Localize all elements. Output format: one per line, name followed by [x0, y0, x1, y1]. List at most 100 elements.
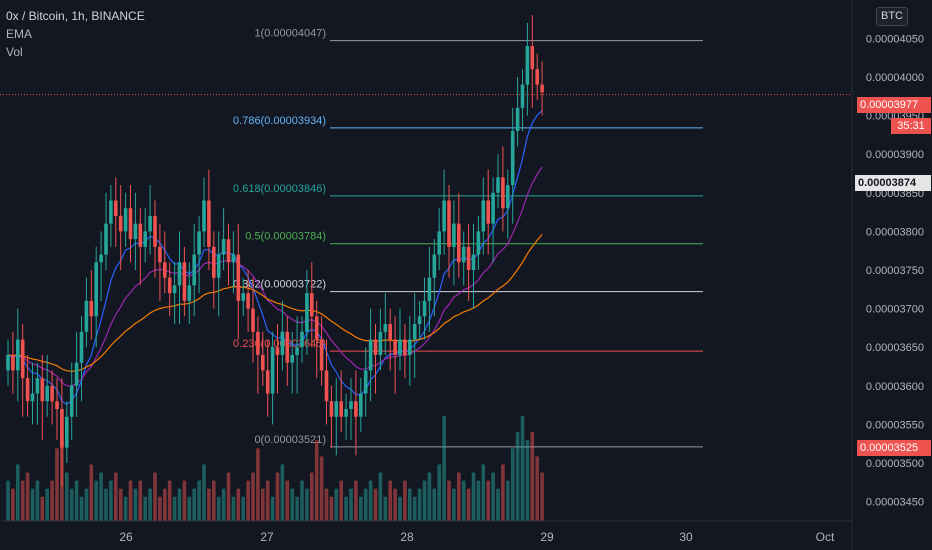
candle-body — [65, 416, 69, 448]
volume-legend[interactable]: Vol — [6, 45, 23, 59]
candles — [6, 15, 544, 487]
candle-body — [363, 370, 368, 394]
volume-bars — [6, 416, 544, 521]
candle-body — [398, 339, 402, 355]
candle-body — [118, 215, 123, 232]
x-tick-label: Oct — [816, 530, 835, 544]
candle-body — [324, 370, 329, 402]
volume-bar — [133, 488, 138, 521]
volume-bar — [437, 464, 441, 521]
volume-bar — [491, 472, 495, 521]
candle-body — [275, 347, 280, 355]
volume-bar — [256, 448, 260, 521]
candle-body — [192, 254, 196, 286]
volume-bar — [6, 480, 10, 521]
candle-body — [35, 378, 40, 394]
volume-bar — [128, 480, 133, 521]
volume-bar — [212, 480, 216, 521]
volume-bar — [334, 488, 339, 521]
volume-bar — [540, 472, 544, 521]
volume-bar — [192, 488, 196, 521]
volume-bar — [79, 496, 84, 521]
volume-bar — [461, 480, 466, 521]
candle-body — [496, 177, 500, 193]
candle-body — [20, 339, 25, 379]
candle-body — [138, 223, 143, 247]
candle-body — [212, 246, 216, 278]
fib-level-label: 1(0.00004047) — [254, 28, 326, 40]
candle-body — [525, 46, 530, 85]
volume-bar — [148, 488, 152, 521]
candle-body — [408, 339, 412, 355]
candle-body — [300, 331, 304, 348]
candle-body — [368, 339, 373, 371]
candle-body — [167, 277, 172, 294]
candle-body — [486, 200, 490, 224]
candle-body — [123, 208, 128, 232]
candle-body — [417, 316, 422, 325]
candle-body — [515, 107, 520, 131]
candle-body — [329, 401, 334, 417]
candle-body — [45, 385, 49, 402]
candle-body — [334, 401, 339, 417]
candle-body — [466, 246, 471, 270]
candle-body — [236, 254, 241, 301]
volume-bar — [69, 488, 74, 521]
candle-body — [378, 331, 383, 355]
candle-body — [153, 215, 157, 247]
fib-level-label: 0.618(0.00003846) — [233, 183, 326, 195]
y-tick-label: 0.00003600 — [866, 381, 924, 393]
volume-bar — [285, 480, 290, 521]
candle-body — [109, 200, 113, 224]
candle-body — [491, 192, 495, 224]
volume-bar — [261, 488, 265, 521]
volume-bar — [359, 496, 363, 521]
volume-bar — [427, 472, 432, 521]
last-price-tag: 0.00003977 — [857, 97, 931, 113]
candle-body — [261, 354, 265, 371]
ema-legend[interactable]: EMA — [6, 27, 33, 41]
candle-body — [412, 324, 417, 340]
candle-body — [339, 401, 343, 417]
candle-body — [99, 254, 103, 263]
volume-bar — [349, 488, 353, 521]
candle-body — [251, 308, 255, 332]
volume-bar — [280, 464, 285, 521]
candle-body — [6, 354, 10, 371]
volume-bar — [471, 472, 476, 521]
candle-body — [69, 385, 74, 417]
candle-body — [40, 378, 45, 402]
volume-bar — [158, 496, 162, 521]
candle-body — [471, 254, 476, 270]
volume-bar — [11, 488, 15, 521]
candle-body — [447, 200, 451, 247]
candle-body — [231, 254, 236, 263]
fib-level-label: 0.786(0.00003934) — [233, 115, 326, 127]
candle-body — [84, 300, 89, 332]
currency-badge[interactable]: BTC — [876, 7, 908, 26]
volume-bar — [30, 488, 35, 521]
y-tick-label: 0.00003750 — [866, 265, 924, 277]
volume-bar — [35, 480, 40, 521]
candle-body — [148, 215, 152, 232]
y-tick-label: 0.00003550 — [866, 419, 924, 431]
candle-body — [270, 347, 275, 394]
x-tick-label: 28 — [400, 530, 414, 544]
ema-slow-line — [7, 234, 543, 372]
y-tick-label: 0.00003700 — [866, 304, 924, 316]
candle-body — [226, 239, 231, 263]
candle-body — [310, 293, 314, 317]
volume-bar — [442, 416, 446, 521]
candle-body — [388, 324, 392, 340]
fib-level-label: 0.5(0.00003784) — [245, 231, 326, 243]
candle-body — [393, 339, 397, 355]
y-tick-label: 0.00004000 — [866, 72, 924, 84]
candle-body — [305, 293, 309, 332]
volume-bar — [109, 480, 113, 521]
y-tick-label: 0.00004050 — [866, 33, 924, 45]
candle-body — [383, 324, 388, 332]
candle-body — [510, 130, 515, 186]
candle-body — [197, 231, 201, 255]
candle-body — [202, 200, 206, 232]
